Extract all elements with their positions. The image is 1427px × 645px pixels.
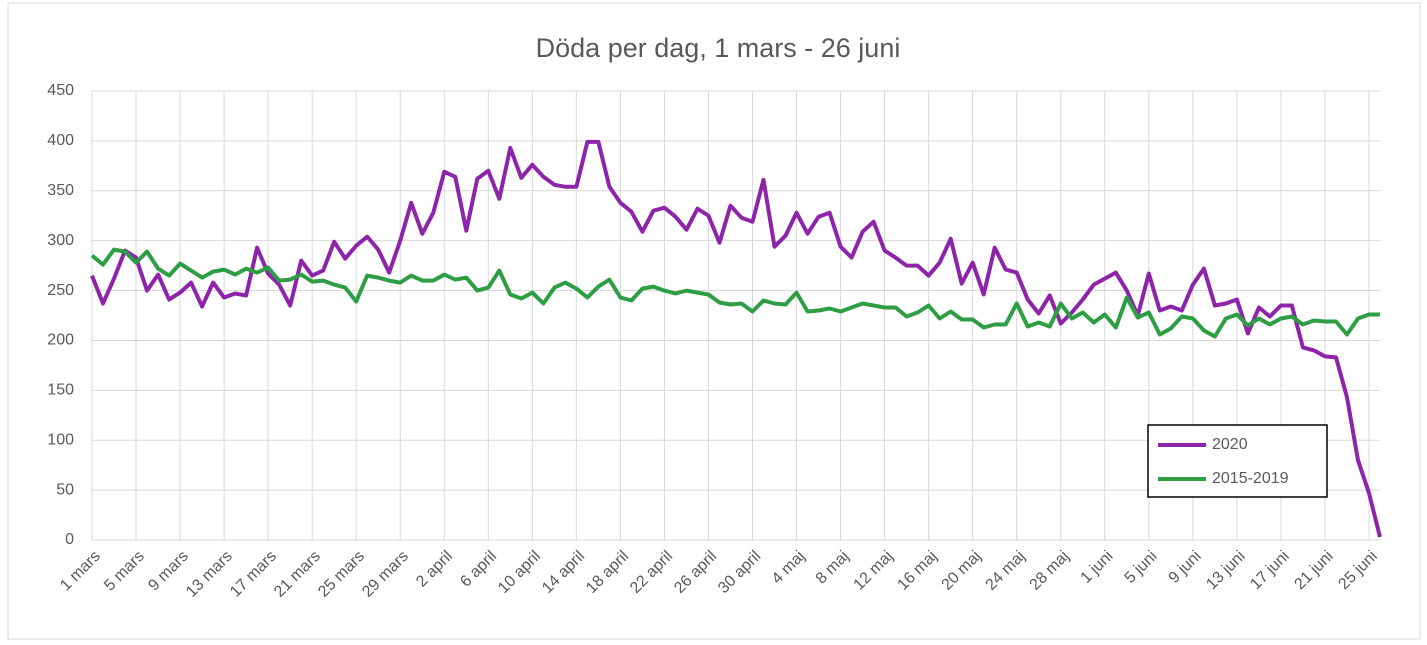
y-tick-label: 350 bbox=[47, 182, 74, 199]
legend-label: 2020 bbox=[1212, 436, 1248, 453]
chart-frame bbox=[7, 2, 1421, 640]
legend-box bbox=[1147, 424, 1328, 498]
line-series bbox=[90, 139, 1382, 538]
y-tick-label: 0 bbox=[65, 531, 74, 548]
y-tick-label: 200 bbox=[47, 332, 74, 349]
y-tick-label: 250 bbox=[47, 282, 74, 299]
y-tick-label: 450 bbox=[47, 82, 74, 99]
chart-title: Döda per dag, 1 mars - 26 juni bbox=[536, 33, 901, 63]
y-tick-label: 50 bbox=[56, 481, 74, 498]
legend-label: 2015-2019 bbox=[1212, 470, 1289, 487]
y-tick-label: 400 bbox=[47, 132, 74, 149]
y-tick-label: 100 bbox=[47, 431, 74, 448]
y-tick-label: 300 bbox=[47, 232, 74, 249]
y-tick-label: 150 bbox=[47, 382, 74, 399]
line-series bbox=[90, 247, 1380, 339]
